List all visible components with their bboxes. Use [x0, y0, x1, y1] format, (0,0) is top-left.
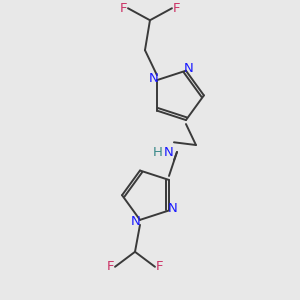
Text: F: F [173, 2, 181, 15]
Text: N: N [164, 146, 174, 159]
Text: N: N [149, 72, 159, 85]
Text: F: F [119, 2, 127, 15]
Text: F: F [156, 260, 164, 273]
Text: N: N [168, 202, 178, 215]
Text: N: N [184, 62, 194, 75]
Text: F: F [106, 260, 114, 273]
Text: N: N [131, 215, 141, 228]
Text: H: H [153, 146, 163, 159]
